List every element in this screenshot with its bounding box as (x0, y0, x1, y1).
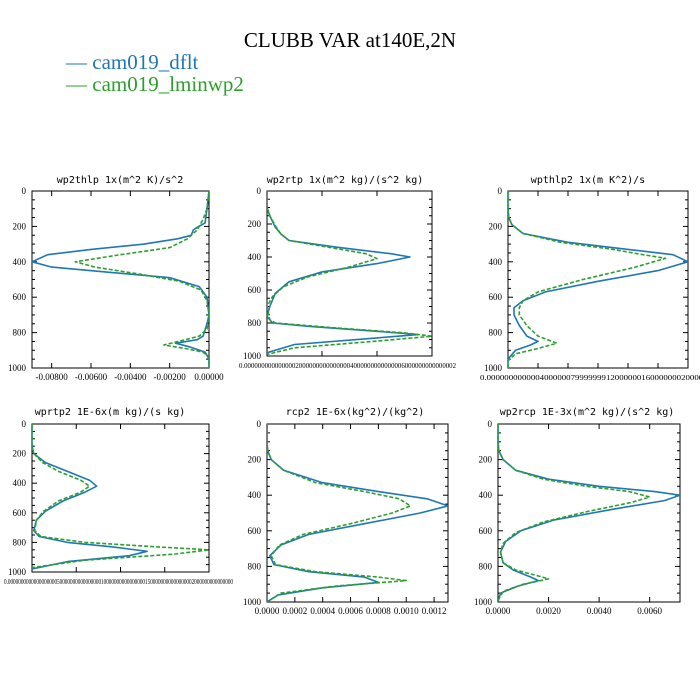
y-tick-label: 800 (248, 318, 262, 328)
y-tick-label: 0 (257, 186, 262, 196)
x-tick-label: -0.00600 (75, 372, 108, 382)
x-tick-label: 0.00000000000040000007999999912000000160… (480, 374, 700, 382)
x-tick-label: 0.0060 (637, 606, 662, 616)
panel-title: wp2rtp 1x(m^2 kg)/(s^2 kg) (267, 175, 424, 186)
series-line-cam019_dflt (267, 424, 448, 602)
y-tick-label: 600 (479, 526, 493, 536)
y-tick-label: 200 (489, 221, 503, 231)
x-tick-label: 0.00000000000000020000000000000004000000… (239, 362, 456, 370)
y-tick-label: 200 (13, 221, 27, 231)
plot-frame (266, 190, 433, 357)
y-tick-label: 0 (22, 186, 27, 196)
series-line-cam019_dflt (267, 191, 420, 354)
panel-3: wpthlp2 1x(m K^2)/s 0 200 400 600 800 10000.00… (480, 175, 700, 382)
y-tick-label: 600 (489, 292, 503, 302)
x-tick-label: 0.00000000000000000005000000000000000010… (4, 578, 233, 586)
y-tick-label: 200 (248, 455, 262, 465)
y-tick-label: 0 (22, 419, 27, 429)
x-tick-label: 0.0000 (255, 606, 280, 616)
series-line-cam019_dflt (498, 424, 680, 602)
legend-item-dflt: — cam019_dflt (66, 50, 199, 74)
y-tick-label: 1000 (8, 363, 27, 373)
y-tick-label: 800 (479, 561, 493, 571)
y-tick-label: 800 (13, 537, 27, 547)
legend-item-lminwp2: — cam019_lminwp2 (66, 72, 244, 96)
series-line-cam019_dflt (32, 191, 209, 368)
y-tick-label: 800 (248, 561, 262, 571)
panel-1: wp2thlp 1x(m^2 K)/s^2 0 200 400 600 800 1000 -0… (8, 175, 224, 382)
y-tick-label: 1000 (484, 363, 503, 373)
series-line-cam019_dflt (508, 191, 688, 368)
y-tick-label: 1000 (243, 597, 262, 607)
x-tick-label: -0.00400 (114, 372, 147, 382)
y-tick-label: 200 (479, 455, 493, 465)
y-tick-label: 400 (248, 252, 262, 262)
panel-6: wp2rcp 1E-3x(m^2 kg)/(s^2 kg) 0 200 400 600 8… (474, 407, 681, 616)
y-tick-label: 600 (13, 508, 27, 518)
series-line-cam019_lminwp2 (74, 191, 209, 368)
x-tick-label: 0.0004 (310, 606, 335, 616)
chart-title: CLUBB VAR at140E,2N (243, 28, 457, 52)
y-tick-label: 0 (488, 419, 493, 429)
panel-5: rcp2 1E-6x(kg^2)/(kg^2) 0 200 400 600 800 1000… (243, 407, 449, 616)
x-tick-label: 0.0000 (486, 606, 511, 616)
y-tick-label: 600 (248, 526, 262, 536)
x-tick-label: 0.0008 (366, 606, 391, 616)
series-line-cam019_lminwp2 (508, 191, 667, 368)
y-tick-label: 1000 (243, 351, 262, 361)
panel-title: rcp2 1E-6x(kg^2)/(kg^2) (286, 407, 424, 418)
panel-4: wprtp2 1E-6x(m kg)/(s kg) 0 200 400 600 800 10… (4, 407, 233, 586)
series-line-cam019_dflt (32, 424, 148, 570)
y-tick-label: 200 (248, 219, 262, 229)
y-tick-label: 400 (248, 490, 262, 500)
y-tick-label: 800 (489, 328, 503, 338)
y-tick-label: 0 (498, 186, 503, 196)
x-tick-label: -0.00200 (154, 372, 187, 382)
x-tick-label: 0.00000 (194, 372, 224, 382)
y-tick-label: 600 (248, 285, 262, 295)
panel-2: wp2rtp 1x(m^2 kg)/(s^2 kg) 0 200 400 600 800 1… (239, 175, 456, 370)
y-tick-label: 400 (13, 257, 27, 267)
y-tick-label: 400 (13, 478, 27, 488)
plot-frame (31, 423, 210, 573)
series-line-cam019_lminwp2 (32, 424, 209, 569)
series-line-cam019_lminwp2 (267, 191, 432, 356)
y-tick-label: 800 (13, 328, 27, 338)
y-tick-label: 1000 (474, 597, 493, 607)
x-tick-label: 0.0006 (338, 606, 363, 616)
x-tick-label: 0.0010 (394, 606, 419, 616)
panel-title: wpthlp2 1x(m K^2)/s (531, 175, 645, 186)
x-tick-label: -0.00800 (36, 372, 69, 382)
panel-title: wp2thlp 1x(m^2 K)/s^2 (57, 175, 183, 186)
y-tick-label: 400 (479, 490, 493, 500)
x-tick-label: 0.0012 (422, 606, 447, 616)
y-tick-label: 600 (13, 292, 27, 302)
panel-title: wp2rcp 1E-3x(m^2 kg)/(s^2 kg) (500, 407, 675, 418)
series-line-cam019_lminwp2 (498, 424, 651, 601)
x-tick-label: 0.0020 (536, 606, 561, 616)
x-tick-label: 0.0002 (282, 606, 307, 616)
plot-frame (507, 190, 689, 369)
y-tick-label: 1000 (8, 567, 27, 577)
y-tick-label: 200 (13, 449, 27, 459)
y-tick-label: 0 (257, 419, 262, 429)
panel-title: wprtp2 1E-6x(m kg)/(s kg) (35, 407, 186, 418)
series-line-cam019_lminwp2 (267, 424, 412, 602)
x-tick-label: 0.0040 (587, 606, 612, 616)
y-tick-label: 400 (489, 257, 503, 267)
